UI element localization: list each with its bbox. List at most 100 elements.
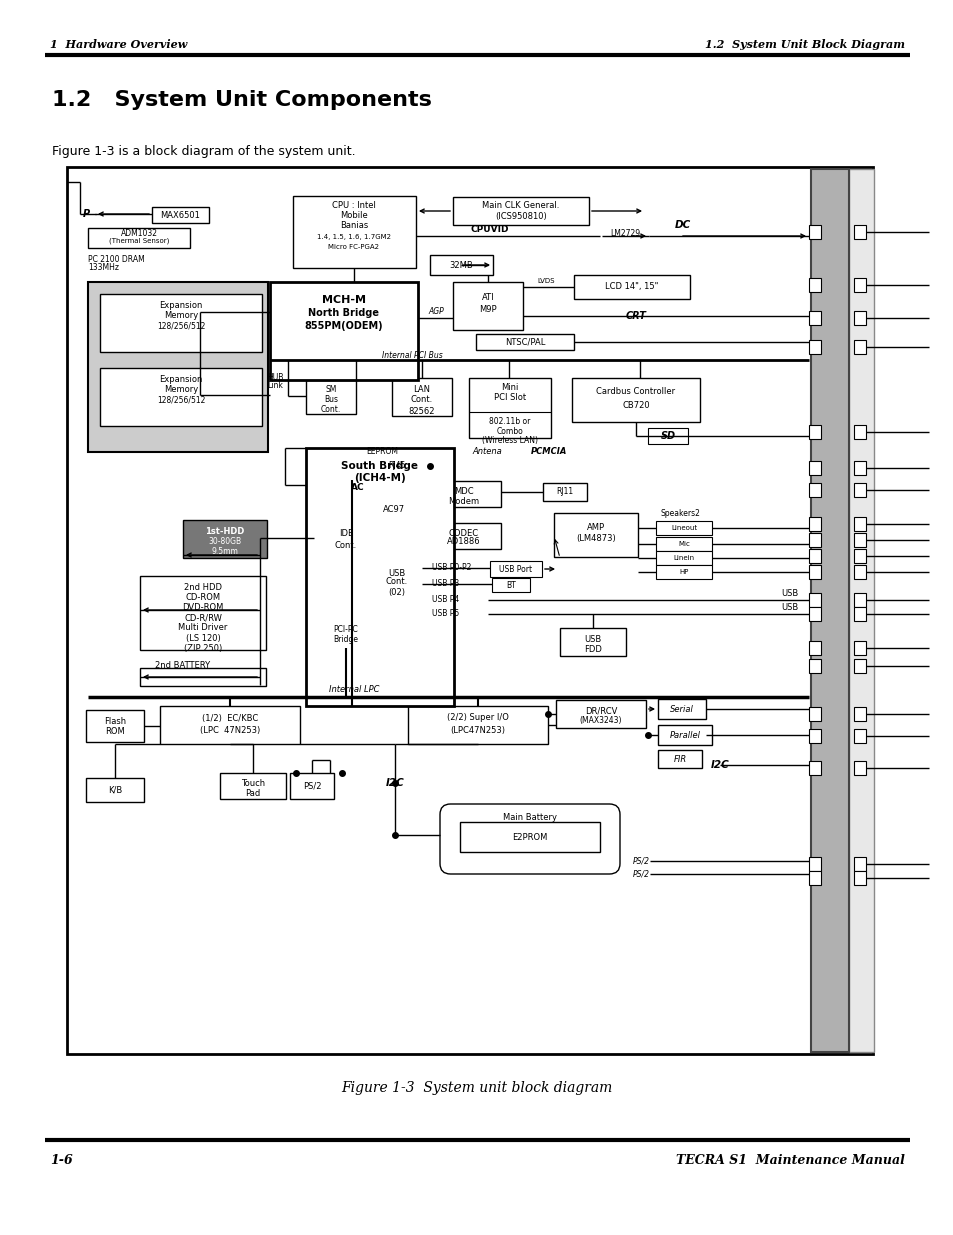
- Bar: [306, 380, 355, 414]
- Text: PCI-PC: PCI-PC: [334, 625, 358, 634]
- Text: Speakers2: Speakers2: [660, 510, 700, 519]
- Bar: [86, 778, 144, 802]
- Bar: [140, 576, 266, 650]
- Text: E2PROM: E2PROM: [512, 832, 547, 841]
- Bar: [86, 710, 144, 742]
- Bar: [430, 254, 493, 275]
- Text: RJ45: RJ45: [388, 462, 405, 471]
- Text: ROM: ROM: [105, 727, 125, 736]
- Text: 1  Hardware Overview: 1 Hardware Overview: [50, 38, 187, 49]
- Bar: [808, 483, 821, 496]
- Text: DVD-ROM: DVD-ROM: [182, 604, 223, 613]
- Text: Multi Driver: Multi Driver: [178, 624, 228, 632]
- Text: 133MHz: 133MHz: [88, 263, 119, 273]
- Text: 9.5mm: 9.5mm: [212, 547, 238, 556]
- FancyBboxPatch shape: [439, 804, 619, 874]
- Bar: [377, 457, 416, 475]
- Bar: [152, 207, 209, 224]
- Bar: [469, 378, 551, 438]
- Text: Main CLK General.: Main CLK General.: [482, 201, 559, 210]
- Bar: [656, 551, 711, 564]
- Bar: [140, 668, 266, 685]
- Text: Flash: Flash: [104, 718, 126, 726]
- Text: M9P: M9P: [478, 305, 497, 315]
- Text: USB P4: USB P4: [432, 595, 458, 604]
- Bar: [808, 857, 821, 871]
- Text: Expansion: Expansion: [159, 301, 202, 310]
- Text: USB: USB: [781, 603, 799, 611]
- Text: Parallel: Parallel: [669, 730, 700, 740]
- Text: 855PM(ODEM): 855PM(ODEM): [304, 321, 383, 331]
- Text: HUB: HUB: [267, 373, 283, 382]
- Bar: [427, 522, 500, 550]
- Bar: [572, 378, 700, 422]
- Text: NTSC/PAL: NTSC/PAL: [504, 337, 544, 347]
- Bar: [853, 483, 865, 496]
- Text: Banias: Banias: [339, 221, 368, 231]
- Text: PCMCIA: PCMCIA: [530, 447, 567, 456]
- Bar: [853, 517, 865, 531]
- Bar: [476, 333, 574, 350]
- Bar: [853, 659, 865, 673]
- Bar: [808, 278, 821, 291]
- Text: 1.4, 1.5, 1.6, 1.7GM2: 1.4, 1.5, 1.6, 1.7GM2: [316, 233, 391, 240]
- Bar: [656, 564, 711, 579]
- Bar: [658, 699, 705, 719]
- Bar: [808, 606, 821, 621]
- Text: Antena: Antena: [472, 447, 501, 456]
- Text: Pad: Pad: [245, 788, 260, 798]
- Text: BT: BT: [506, 580, 516, 589]
- Text: LVDS: LVDS: [537, 278, 554, 284]
- Text: MAX6501: MAX6501: [160, 210, 200, 220]
- Bar: [853, 461, 865, 475]
- Bar: [853, 340, 865, 354]
- Text: (Wireless LAN): (Wireless LAN): [481, 436, 537, 445]
- Text: Bus: Bus: [324, 394, 337, 404]
- Text: FDD: FDD: [583, 645, 601, 653]
- Text: USB: USB: [781, 589, 799, 598]
- Bar: [853, 706, 865, 721]
- Bar: [808, 340, 821, 354]
- Bar: [100, 294, 262, 352]
- Bar: [490, 561, 541, 577]
- Bar: [808, 593, 821, 606]
- Text: Touch: Touch: [241, 778, 265, 788]
- Text: MDC: MDC: [454, 487, 474, 495]
- Text: RJ11: RJ11: [556, 488, 573, 496]
- Text: AC97: AC97: [382, 505, 405, 514]
- Bar: [808, 659, 821, 673]
- Text: 802.11b or: 802.11b or: [489, 416, 530, 426]
- Bar: [853, 593, 865, 606]
- Bar: [853, 225, 865, 240]
- Text: USB P5: USB P5: [432, 610, 458, 619]
- Bar: [306, 448, 454, 706]
- Bar: [810, 169, 848, 1052]
- Bar: [853, 311, 865, 325]
- Bar: [853, 425, 865, 438]
- Text: USB: USB: [388, 568, 405, 578]
- Text: Bridge: Bridge: [334, 636, 358, 645]
- Text: (ZIP 250): (ZIP 250): [184, 643, 222, 652]
- Bar: [542, 483, 586, 501]
- Text: 2nd HDD: 2nd HDD: [184, 583, 222, 593]
- Text: PCI Slot: PCI Slot: [494, 394, 525, 403]
- Bar: [808, 311, 821, 325]
- Bar: [808, 641, 821, 655]
- Text: CODEC: CODEC: [449, 529, 478, 537]
- Bar: [808, 550, 821, 563]
- Text: SD: SD: [659, 431, 675, 441]
- Text: (LPC  47N253): (LPC 47N253): [200, 725, 260, 735]
- Bar: [808, 461, 821, 475]
- Bar: [658, 725, 711, 745]
- Text: Mini: Mini: [500, 384, 518, 393]
- Bar: [372, 498, 416, 520]
- Text: (2/2) Super I/O: (2/2) Super I/O: [447, 714, 508, 722]
- Bar: [808, 871, 821, 885]
- Text: CB720: CB720: [621, 400, 649, 410]
- Bar: [556, 700, 645, 727]
- Text: (ICH4-M): (ICH4-M): [354, 473, 405, 483]
- Text: LCD 14", 15": LCD 14", 15": [604, 283, 658, 291]
- Bar: [408, 706, 547, 743]
- Bar: [290, 773, 334, 799]
- Text: Expansion: Expansion: [159, 375, 202, 384]
